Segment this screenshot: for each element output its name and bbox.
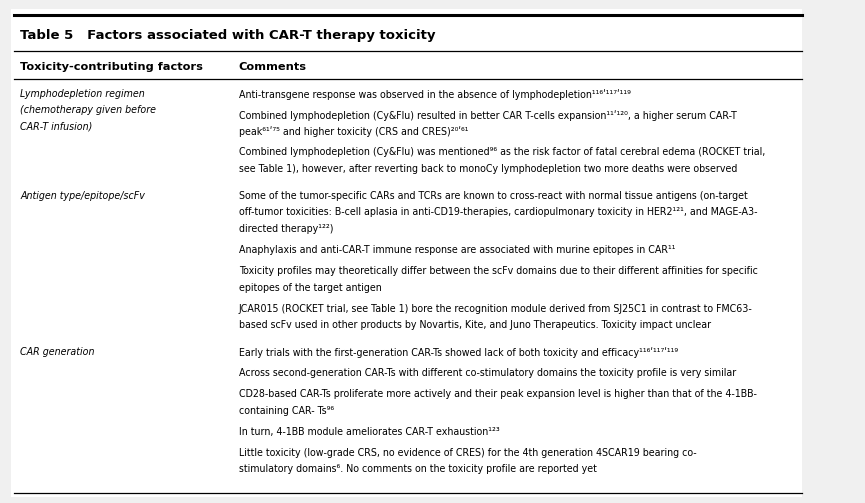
Text: containing CAR- Ts⁹⁶: containing CAR- Ts⁹⁶ [239,405,334,415]
Text: Table 5   Factors associated with CAR-T therapy toxicity: Table 5 Factors associated with CAR-T th… [20,29,435,42]
Text: Across second-generation CAR-Ts with different co-stimulatory domains the toxici: Across second-generation CAR-Ts with dif… [239,368,736,378]
Text: Toxicity profiles may theoretically differ between the scFv domains due to their: Toxicity profiles may theoretically diff… [239,266,758,276]
Text: Antigen type/epitope/scFv: Antigen type/epitope/scFv [20,191,145,201]
Text: Some of the tumor-specific CARs and TCRs are known to cross-react with normal ti: Some of the tumor-specific CARs and TCRs… [239,191,747,201]
Text: off-tumor toxicities: B-cell aplasia in anti-CD19-therapies, cardiopulmonary tox: off-tumor toxicities: B-cell aplasia in … [239,207,757,217]
Text: CD28-based CAR-Ts proliferate more actively and their peak expansion level is hi: CD28-based CAR-Ts proliferate more activ… [239,389,757,399]
Text: In turn, 4-1BB module ameliorates CAR-T exhaustion¹²³: In turn, 4-1BB module ameliorates CAR-T … [239,427,499,437]
Text: Lymphodepletion regimen: Lymphodepletion regimen [20,89,144,99]
Text: Toxicity-contributing factors: Toxicity-contributing factors [20,62,203,72]
Text: (chemotherapy given before: (chemotherapy given before [20,106,156,115]
Text: JCAR015 (ROCKET trial, see Table 1) bore the recognition module derived from SJ2: JCAR015 (ROCKET trial, see Table 1) bore… [239,303,753,313]
Text: CAR-T infusion): CAR-T infusion) [20,122,93,132]
Text: Early trials with the first-generation CAR-Ts showed lack of both toxicity and e: Early trials with the first-generation C… [239,347,678,358]
Text: Anaphylaxis and anti-CAR-T immune response are associated with murine epitopes i: Anaphylaxis and anti-CAR-T immune respon… [239,245,676,255]
Text: Little toxicity (low-grade CRS, no evidence of CRES) for the 4th generation 4SCA: Little toxicity (low-grade CRS, no evide… [239,448,696,458]
Text: stimulatory domains⁶. No comments on the toxicity profile are reported yet: stimulatory domains⁶. No comments on the… [239,464,597,474]
Text: CAR generation: CAR generation [20,347,94,357]
Text: Comments: Comments [239,62,307,72]
Text: based scFv used in other products by Novartis, Kite, and Juno Therapeutics. Toxi: based scFv used in other products by Nov… [239,320,711,330]
Text: see Table 1), however, after reverting back to monoCy lymphodepletion two more d: see Table 1), however, after reverting b… [239,164,737,174]
Text: peak⁶¹ʹ⁷⁵ and higher toxicity (CRS and CRES)²⁰ʹ⁶¹: peak⁶¹ʹ⁷⁵ and higher toxicity (CRS and C… [239,126,468,137]
Text: directed therapy¹²²): directed therapy¹²²) [239,224,333,234]
Text: Combined lymphodepletion (Cy&Flu) was mentioned⁹⁶ as the risk factor of fatal ce: Combined lymphodepletion (Cy&Flu) was me… [239,147,765,157]
Text: Anti-transgene response was observed in the absence of lymphodepletion¹¹⁶ʹ¹¹⁷ʹ¹¹: Anti-transgene response was observed in … [239,89,631,100]
Text: Combined lymphodepletion (Cy&Flu) resulted in better CAR T-cells expansion¹¹ʹ¹²⁰: Combined lymphodepletion (Cy&Flu) result… [239,110,737,121]
Text: epitopes of the target antigen: epitopes of the target antigen [239,283,381,293]
FancyBboxPatch shape [11,9,802,496]
